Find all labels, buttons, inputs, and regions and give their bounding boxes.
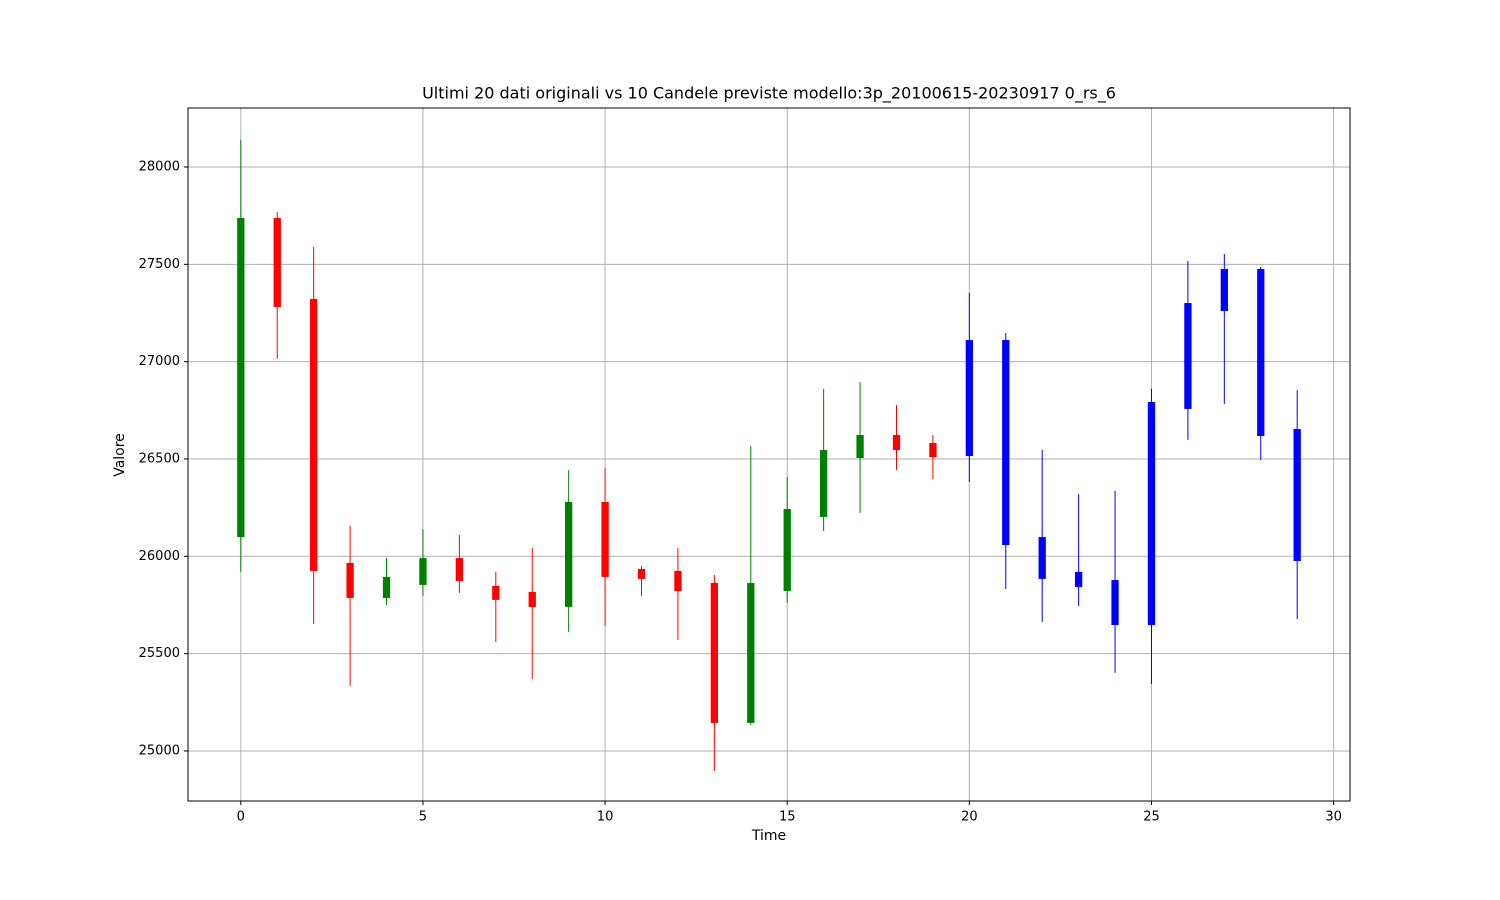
x-tick-label: 25	[1143, 810, 1160, 825]
candle-body	[346, 562, 354, 598]
candle-body	[819, 450, 828, 517]
chart-title: Ultimi 20 dati originali vs 10 Candele p…	[422, 84, 1116, 104]
y-tick-label: 25500	[139, 646, 180, 661]
candle-body	[965, 340, 973, 457]
plot-frame	[187, 107, 1351, 802]
y-tick-label: 25000	[139, 743, 180, 758]
candle-body	[492, 585, 500, 600]
y-tick-label: 26000	[139, 549, 180, 564]
x-tick-label: 30	[1325, 810, 1342, 825]
candle-body	[1293, 428, 1301, 561]
candle-body	[1184, 303, 1192, 409]
candle-body	[1002, 340, 1010, 546]
candle-body	[310, 298, 318, 571]
candle-body	[1220, 268, 1228, 312]
candle-body	[237, 217, 245, 538]
y-axis-label: Valore	[112, 433, 128, 477]
candle-body	[273, 217, 281, 307]
candle-body	[455, 558, 464, 582]
candle-body	[1147, 401, 1156, 626]
candle-body	[1038, 537, 1046, 579]
candle-body	[1074, 571, 1083, 588]
candle-body	[601, 501, 609, 577]
y-tick-label: 28000	[139, 159, 180, 174]
candle-body	[528, 591, 536, 607]
candle-body	[674, 570, 682, 591]
candle-body	[783, 509, 791, 591]
x-axis-label: Time	[751, 828, 786, 844]
x-tick-label: 10	[597, 810, 614, 825]
candle-body	[637, 568, 646, 579]
candle-body	[1257, 268, 1265, 437]
candle-body	[1111, 580, 1119, 626]
x-tick-label: 5	[419, 810, 427, 825]
candle-body	[929, 443, 937, 458]
y-tick-label: 26500	[139, 451, 180, 466]
candle-body	[892, 435, 901, 451]
y-tick-label: 27500	[139, 257, 180, 272]
candle-body	[747, 582, 755, 723]
y-tick-label: 27000	[139, 354, 180, 369]
x-tick-label: 0	[237, 810, 245, 825]
candle-body	[382, 576, 391, 598]
candle-body	[565, 501, 573, 607]
x-tick-label: 15	[779, 810, 796, 825]
candle-body	[419, 558, 427, 585]
candle-body	[710, 582, 719, 723]
x-tick-label: 20	[961, 810, 978, 825]
candle-body	[856, 435, 864, 459]
